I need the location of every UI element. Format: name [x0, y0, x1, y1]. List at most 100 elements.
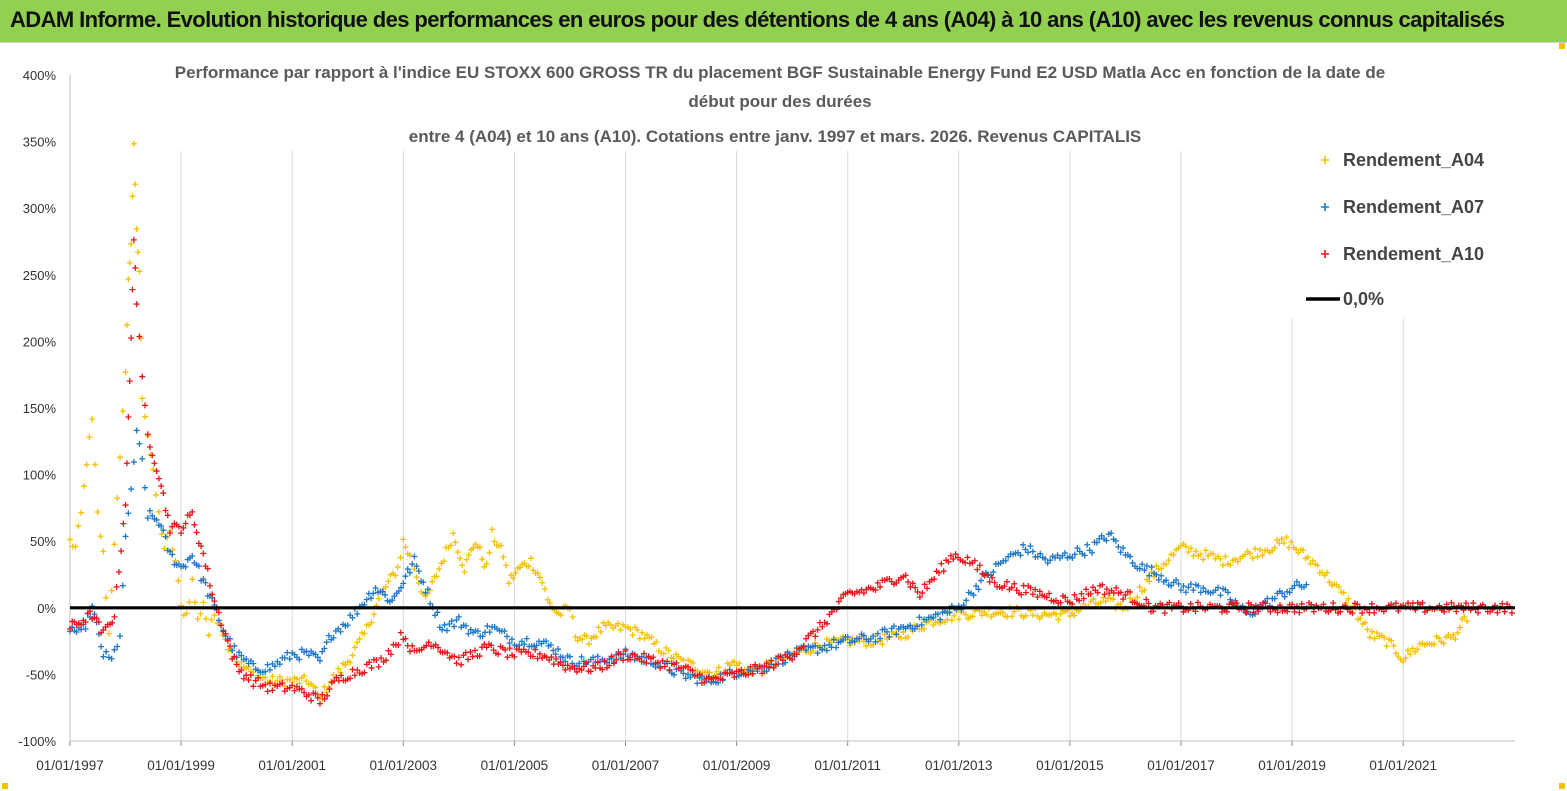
data-point: [116, 454, 123, 461]
data-point: [130, 140, 137, 147]
data-point: [525, 563, 532, 570]
data-point: [125, 414, 132, 421]
data-point: [206, 582, 213, 589]
data-point: [793, 651, 800, 658]
data-point: [1281, 540, 1288, 547]
data-point: [435, 644, 442, 651]
data-point: [1314, 562, 1321, 569]
data-point: [1368, 600, 1375, 607]
data-point: [118, 547, 125, 554]
data-point: [123, 322, 130, 329]
data-point: [400, 536, 407, 543]
data-point: [938, 560, 945, 567]
data-point: [215, 617, 222, 624]
data-point: [539, 579, 546, 586]
data-point: [731, 658, 738, 665]
data-point: [139, 455, 146, 462]
data-point: [569, 614, 576, 621]
data-point: [559, 654, 566, 661]
data-point: [476, 653, 483, 660]
data-point: [452, 539, 459, 546]
data-point: [970, 592, 977, 599]
data-point: [122, 502, 129, 509]
data-point: [1029, 612, 1036, 619]
data-point: [736, 660, 743, 667]
data-point: [286, 655, 293, 662]
data-point: [573, 668, 580, 675]
frame-corner-handle: [1559, 43, 1565, 49]
data-point: [133, 226, 140, 233]
data-point: [316, 700, 323, 707]
series-rendement-a04: [67, 140, 1471, 703]
x-axis: 01/01/1997 01/01/1999 01/01/2001 01/01/2003…: [36, 740, 1515, 773]
data-point: [1158, 565, 1165, 572]
data-point: [1463, 600, 1469, 607]
data-point: [479, 556, 486, 563]
data-point: [728, 669, 735, 676]
data-point: [344, 622, 351, 629]
data-point: [1219, 562, 1226, 569]
data-point: [971, 557, 978, 564]
data-point: [1234, 558, 1241, 565]
data-point: [1078, 590, 1085, 597]
data-point: [373, 656, 380, 663]
data-point: [1185, 584, 1192, 591]
data-point: [97, 533, 104, 540]
data-point: [1009, 613, 1016, 620]
x-tick-label: 01/01/1997: [36, 758, 104, 773]
data-point: [617, 651, 624, 658]
data-point: [114, 643, 121, 650]
data-point: [608, 653, 615, 660]
data-point: [1182, 543, 1189, 550]
data-point: [856, 635, 863, 642]
data-point: [1210, 551, 1217, 558]
data-point: [498, 542, 505, 549]
data-point: [1120, 596, 1127, 603]
data-point: [1227, 561, 1234, 568]
data-point: [1200, 585, 1207, 592]
data-point: [136, 440, 143, 447]
data-point: [1158, 572, 1165, 579]
data-point: [1494, 609, 1501, 616]
data-point: [465, 656, 472, 663]
data-point: [1381, 634, 1388, 641]
data-point: [231, 653, 238, 660]
data-point: [986, 578, 993, 585]
data-point: [1103, 586, 1110, 593]
data-point: [1101, 591, 1108, 598]
data-point: [1008, 584, 1015, 591]
data-point: [1081, 552, 1088, 559]
data-point: [1170, 551, 1177, 558]
data-point: [1019, 541, 1026, 548]
data-point: [122, 533, 129, 540]
y-tick-label: 300%: [23, 201, 57, 216]
data-point: [955, 616, 962, 623]
data-point: [325, 632, 332, 639]
data-point: [1018, 591, 1025, 598]
data-point: [766, 663, 773, 670]
data-point: [752, 661, 759, 668]
data-point: [1039, 612, 1046, 619]
data-point: [661, 663, 668, 670]
data-point: [111, 613, 118, 620]
data-point: [1093, 539, 1100, 546]
data-point: [203, 615, 210, 622]
data-point: [180, 524, 187, 531]
data-point: [1249, 555, 1256, 562]
data-point: [824, 620, 831, 627]
data-point: [330, 634, 337, 641]
data-point: [233, 661, 240, 668]
data-point: [666, 666, 673, 673]
y-tick-label: -50%: [26, 667, 57, 682]
data-point: [902, 572, 909, 579]
chart-title-line-3: entre 4 (A04) et 10 ans (A10). Cotations…: [409, 127, 1142, 146]
data-point: [1043, 594, 1050, 601]
data-point: [103, 648, 110, 655]
data-point: [1002, 557, 1009, 564]
data-point: [243, 656, 250, 663]
data-point: [490, 647, 497, 654]
x-tick-label: 01/01/2011: [814, 758, 881, 773]
data-point: [125, 275, 132, 282]
data-point: [354, 639, 361, 646]
data-point: [503, 633, 510, 640]
